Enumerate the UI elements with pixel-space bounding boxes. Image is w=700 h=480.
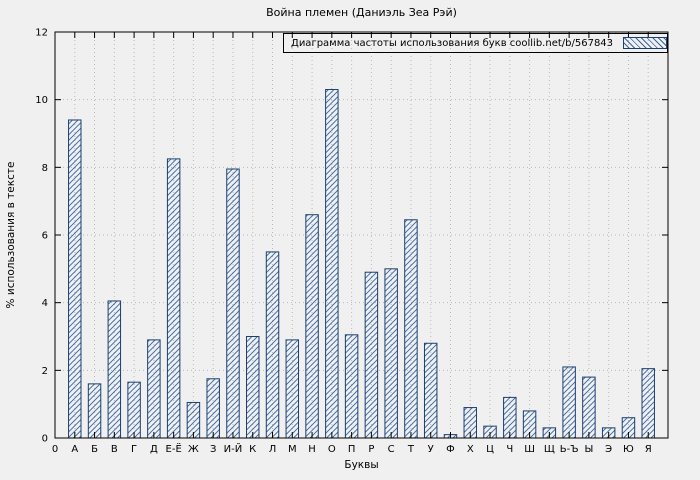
x-tick-label: Щ [544, 444, 555, 455]
x-tick-label: А [71, 444, 78, 455]
bar-Л [265, 251, 280, 439]
x-tick-label: Р [368, 444, 374, 455]
x-tick-label: Х [467, 444, 474, 455]
chart-title: Война племен (Даниэль Зеа Рэй) [266, 6, 457, 19]
bar-З [206, 378, 220, 439]
x-tick-label: З [210, 444, 216, 455]
bar-Т [404, 219, 418, 439]
bar-М [285, 339, 300, 439]
bar-У [423, 342, 438, 439]
x-tick-label: М [288, 444, 297, 455]
x-tick-label: И-Й [224, 442, 243, 455]
legend: Диаграмма частоты использования букв coo… [283, 33, 668, 53]
bar-Н [305, 214, 319, 439]
x-tick-label: Е-Ё [166, 442, 182, 455]
x-tick-label: Ы [584, 444, 593, 455]
x-tick-label: Я [645, 444, 652, 455]
x-tick-label: У [428, 444, 434, 455]
bar-Д [147, 339, 161, 439]
x-tick-label: Ю [623, 444, 634, 455]
bar-И-Й [226, 168, 240, 439]
legend-label: Диаграмма частоты использования букв coo… [291, 37, 614, 49]
x-tick-label: С [388, 444, 395, 455]
x-origin-label: 0 [52, 444, 58, 455]
bar-С [384, 268, 398, 439]
x-tick-label: П [348, 444, 356, 455]
x-tick-label: Э [605, 444, 612, 455]
x-tick-label: К [249, 444, 256, 455]
y-tick-label: 4 [42, 298, 48, 309]
bar-Ь-Ъ [562, 366, 576, 439]
y-tick-label: 0 [42, 434, 48, 445]
x-tick-label: Ф [446, 444, 455, 455]
bar-А [68, 119, 82, 439]
bar-Г [127, 381, 141, 439]
bar-О [325, 89, 339, 439]
bar-Б [87, 383, 102, 439]
bar-Я [641, 368, 655, 439]
y-tick-label: 2 [42, 366, 48, 377]
x-tick-label: О [328, 444, 336, 455]
x-tick-label: Б [91, 444, 98, 455]
bar-Ч [503, 396, 517, 439]
x-tick-label: Ж [188, 444, 199, 455]
y-tick-label: 10 [35, 95, 48, 106]
x-tick-label: Д [150, 444, 158, 455]
plot-border [54, 31, 669, 439]
bar-К [246, 336, 260, 439]
y-tick-label: 6 [42, 231, 48, 242]
x-tick-label: Г [131, 444, 137, 455]
x-axis-label: Буквы [344, 459, 379, 471]
x-tick-label: Ц [486, 444, 494, 455]
y-tick-label: 8 [42, 163, 48, 174]
bar-Р [364, 271, 379, 439]
bar-В [107, 300, 122, 439]
x-tick-label: Л [269, 444, 277, 455]
bar-Е-Ё [166, 158, 181, 439]
y-tick-label: 12 [35, 28, 48, 39]
x-tick-label: Ь-Ъ [560, 444, 579, 455]
legend-swatch [623, 37, 668, 49]
bar-П [344, 334, 359, 439]
bar-Ы [582, 376, 596, 439]
x-tick-label: Ш [524, 444, 535, 455]
x-tick-label: Ч [506, 444, 513, 455]
x-tick-label: Н [308, 444, 316, 455]
x-tick-label: Т [407, 444, 415, 455]
x-tick-label: В [111, 444, 118, 455]
